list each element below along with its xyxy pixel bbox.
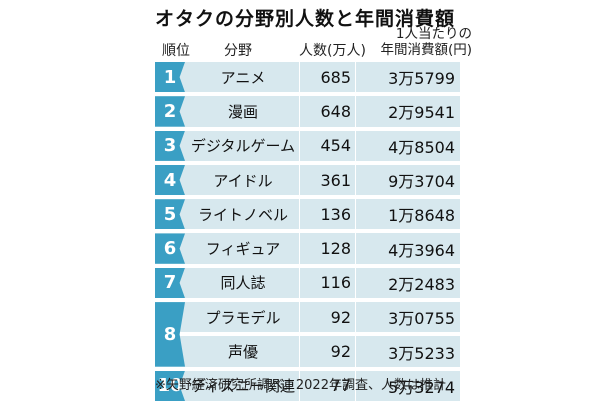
field-name: 声優 bbox=[187, 336, 300, 367]
annual-spend: 1万8648 bbox=[388, 206, 455, 226]
header-rank: 順位 bbox=[162, 43, 190, 59]
field-name: プラモデル bbox=[187, 302, 300, 333]
rank-badge: 6 bbox=[155, 233, 185, 264]
table-row: 2 漫画 648 2万9541 bbox=[155, 94, 460, 128]
people-count: 648 bbox=[301, 96, 356, 127]
field-name: 漫画 bbox=[187, 96, 300, 127]
table-row: 1 アニメ 685 3万5799 bbox=[155, 60, 460, 94]
people-count: 92 bbox=[301, 302, 356, 333]
rank-badge: 2 bbox=[155, 96, 185, 127]
table-row: 8 プラモデル 92 3万0755 bbox=[155, 300, 460, 367]
field-name: アイドル bbox=[187, 164, 300, 196]
people-count: 361 bbox=[301, 164, 356, 196]
field-name: ディズニー関連 bbox=[187, 370, 300, 401]
annual-spend: 3万0755 bbox=[388, 309, 455, 329]
header-people: 人数(万人) bbox=[299, 43, 366, 59]
header-field: 分野 bbox=[224, 43, 252, 59]
table-row: 4 アイドル 361 9万3704 bbox=[155, 163, 460, 197]
people-count: 77 bbox=[301, 370, 356, 401]
header-spend-line1: 1人当たりの bbox=[395, 26, 472, 42]
table-row: 7 同人誌 116 2万2483 bbox=[155, 266, 460, 300]
ranking-table: 1 アニメ 685 3万5799 2 漫画 648 2万9541 3 デジタルゲ… bbox=[155, 60, 460, 403]
annual-spend: 9万3704 bbox=[388, 172, 455, 192]
source-footnote: ※矢野経済研究所調べ。2022年調査、人数は推計 bbox=[155, 378, 446, 393]
annual-spend: 3万5233 bbox=[388, 343, 455, 363]
table-row: 10 ディズニー関連 77 5万3274 bbox=[155, 369, 460, 403]
annual-spend: 3万5799 bbox=[388, 69, 455, 89]
people-count: 454 bbox=[301, 130, 356, 161]
people-count: 136 bbox=[301, 199, 356, 230]
table-row: 5 ライトノベル 136 1万8648 bbox=[155, 197, 460, 231]
field-name: アニメ bbox=[187, 62, 300, 93]
table-row: 6 フィギュア 128 4万3964 bbox=[155, 231, 460, 265]
people-count: 685 bbox=[301, 62, 356, 93]
table-row: 声優 92 3万5233 bbox=[155, 334, 460, 368]
people-count: 116 bbox=[301, 267, 356, 299]
field-name: フィギュア bbox=[187, 233, 300, 264]
page-title: オタクの分野別人数と年間消費額 bbox=[154, 8, 455, 30]
annual-spend: 4万3964 bbox=[388, 240, 455, 260]
header-spend: 1人当たりの 年間消費額(円) bbox=[366, 26, 472, 58]
annual-spend: 2万2483 bbox=[388, 274, 455, 294]
table-row: 3 デジタルゲーム 454 4万8504 bbox=[155, 129, 460, 163]
field-name: ライトノベル bbox=[187, 199, 300, 230]
people-count: 92 bbox=[301, 336, 356, 367]
annual-spend: 5万3274 bbox=[388, 377, 455, 397]
people-count: 128 bbox=[301, 233, 356, 264]
field-name: デジタルゲーム bbox=[187, 130, 300, 161]
annual-spend: 4万8504 bbox=[388, 137, 455, 157]
header-spend-line2: 年間消費額(円) bbox=[380, 42, 472, 58]
rank-badge-tied: 8 bbox=[155, 302, 185, 367]
field-name: 同人誌 bbox=[187, 267, 300, 299]
annual-spend: 2万9541 bbox=[388, 103, 455, 123]
